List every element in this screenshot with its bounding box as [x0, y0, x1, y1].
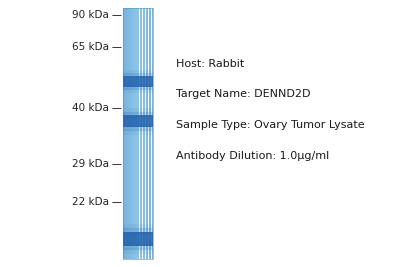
Bar	[123, 108, 153, 114]
Bar	[123, 129, 153, 135]
Text: 65 kDa: 65 kDa	[72, 42, 109, 52]
Bar	[123, 70, 153, 75]
Bar	[123, 243, 153, 250]
Bar	[123, 224, 153, 230]
Text: 29 kDa: 29 kDa	[72, 159, 109, 169]
Bar	[123, 76, 153, 87]
Bar	[123, 73, 153, 78]
Bar	[123, 88, 153, 93]
Text: Host: Rabbit: Host: Rabbit	[176, 59, 244, 69]
Text: Antibody Dilution: 1.0μg/ml: Antibody Dilution: 1.0μg/ml	[176, 151, 329, 161]
Text: 22 kDa: 22 kDa	[72, 197, 109, 207]
Bar	[123, 115, 153, 128]
Text: 40 kDa: 40 kDa	[72, 103, 109, 113]
Text: Sample Type: Ovary Tumor Lysate: Sample Type: Ovary Tumor Lysate	[176, 120, 365, 130]
Bar	[123, 112, 153, 118]
Bar	[123, 125, 153, 131]
Bar	[123, 232, 153, 246]
Text: Target Name: DENND2D: Target Name: DENND2D	[176, 89, 310, 99]
Bar	[123, 84, 153, 89]
Bar	[123, 228, 153, 235]
Bar	[123, 248, 153, 254]
Bar	[123, 8, 153, 259]
Text: 90 kDa: 90 kDa	[72, 10, 109, 20]
